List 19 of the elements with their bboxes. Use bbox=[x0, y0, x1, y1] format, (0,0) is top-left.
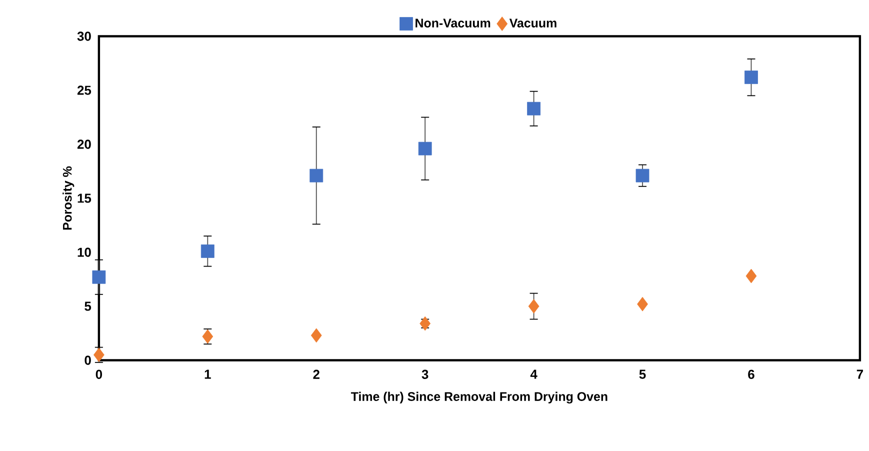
x-tick-label: 0 bbox=[96, 370, 102, 379]
x-tick-label: 5 bbox=[639, 370, 646, 379]
x-tick-label: 3 bbox=[422, 370, 428, 379]
y-axis-title: Porosity % bbox=[62, 166, 74, 230]
x-axis-title: Time (hr) Since Removal From Drying Oven bbox=[350, 392, 608, 404]
y-tick-label: 5 bbox=[84, 302, 92, 311]
y-tick-label: 10 bbox=[78, 248, 91, 257]
x-tick-label: 2 bbox=[313, 370, 320, 379]
y-tick-label: 25 bbox=[77, 86, 92, 95]
legend-label: Non-Vacuum bbox=[416, 18, 490, 28]
x-tick-label: 7 bbox=[856, 370, 863, 379]
legend-label: Vacuum bbox=[509, 18, 556, 28]
x-tick-label: 6 bbox=[748, 370, 754, 379]
x-tick-label: 4 bbox=[530, 370, 538, 379]
y-tick-label: 15 bbox=[78, 194, 92, 203]
x-tick-label: 1 bbox=[204, 370, 211, 379]
y-tick-label: 30 bbox=[77, 32, 91, 41]
y-tick-label: 0 bbox=[84, 356, 91, 365]
y-tick-label: 20 bbox=[77, 140, 91, 149]
